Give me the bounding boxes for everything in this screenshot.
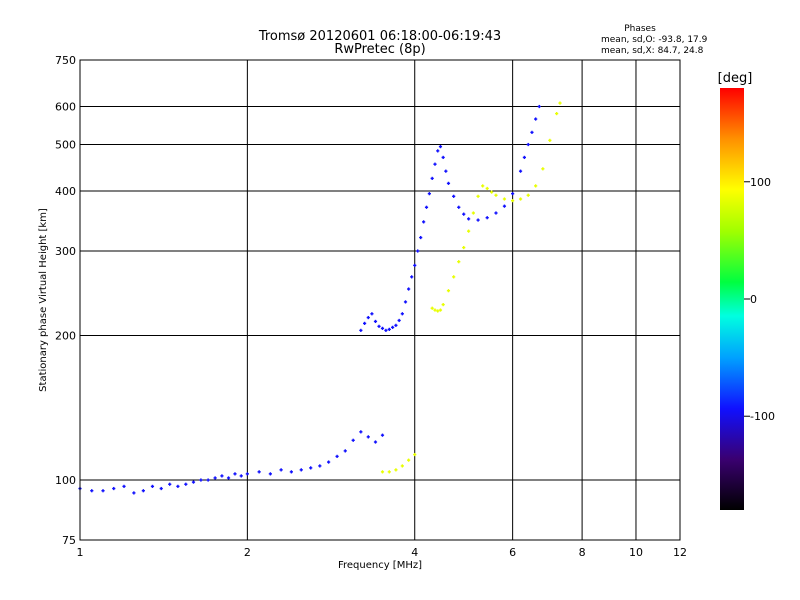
x-tick-label: 6 [509, 546, 516, 559]
data-points [78, 101, 562, 495]
colorbar-tick-label: -100 [750, 410, 775, 423]
x-tick-label: 2 [244, 546, 251, 559]
y-axis-label: Stationary phase Virtual Height [km] [38, 208, 49, 392]
x-tick-label: 8 [579, 546, 586, 559]
colorbar-tick-label: 100 [750, 176, 771, 189]
y-tick-label: 500 [55, 139, 76, 152]
x-axis-label: Frequency [MHz] [338, 560, 422, 571]
chart-title: Tromsø 20120601 06:18:00-06:19:43 [258, 29, 501, 44]
phase-stats-o: mean, sd,O: -93.8, 17.9 [601, 35, 708, 45]
y-tick-label: 200 [55, 330, 76, 343]
colorbar-tick-label: 0 [750, 293, 757, 306]
y-tick-label: 100 [55, 474, 76, 487]
plot-grid [80, 60, 680, 540]
colorbar [720, 88, 744, 510]
y-tick-label: 300 [55, 245, 76, 258]
y-tick-label: 400 [55, 185, 76, 198]
x-tick-label: 12 [673, 546, 687, 559]
phase-stats-x: mean, sd,X: 84.7, 24.8 [601, 46, 704, 56]
x-tick-label: 10 [629, 546, 643, 559]
phase-stats-heading: Phases [624, 24, 656, 34]
colorbar-ticks: -100 0 100 [744, 176, 775, 423]
y-tick-label: 750 [55, 54, 76, 67]
colorbar-label: [deg] [718, 71, 753, 86]
y-tick-label: 600 [55, 101, 76, 114]
x-tick-label: 4 [411, 546, 418, 559]
plot-frame [79, 59, 681, 541]
chart-subtitle: RwPretec (8p) [334, 42, 425, 57]
y-tick-label: 75 [62, 534, 76, 547]
x-tick-label: 1 [77, 546, 84, 559]
